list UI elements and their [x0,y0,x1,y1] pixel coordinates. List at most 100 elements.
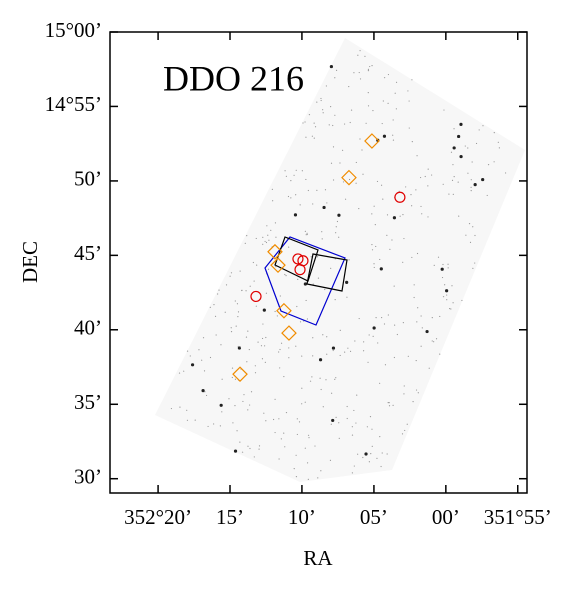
star [306,233,308,236]
star [371,249,374,251]
star [442,296,445,298]
star [275,236,277,238]
star [272,200,274,202]
star [367,92,369,94]
star [295,476,298,478]
star [304,401,306,403]
star [402,261,404,263]
star [295,194,297,196]
star [236,430,238,432]
star [435,338,438,340]
star [322,112,324,114]
star [415,189,417,191]
star [274,431,276,434]
star [245,290,247,292]
star [428,367,430,369]
star [262,236,264,238]
y-tick-label: 40’ [74,316,102,340]
star [415,389,418,391]
star [186,409,188,411]
star [372,109,374,112]
star [388,401,390,404]
star [304,121,306,123]
star [469,241,472,243]
star [221,378,223,380]
star [381,316,383,319]
star [331,392,333,394]
star [417,307,419,309]
star [475,142,478,145]
star [209,306,211,308]
star [201,359,203,361]
star [359,78,362,80]
star [411,205,413,207]
y-tick-label: 30’ [74,465,102,489]
star [230,272,233,274]
star [309,380,312,382]
star [261,337,264,340]
star [396,333,398,336]
star [304,230,306,232]
star [459,154,463,159]
star [328,124,330,126]
star [242,400,244,403]
star [467,172,469,174]
star [320,388,322,391]
star [275,265,277,268]
star [244,242,246,244]
star [371,428,373,430]
star [474,234,476,237]
star [318,358,323,362]
star [329,459,332,461]
star [183,370,185,372]
star [202,337,205,339]
star [306,462,309,464]
star [305,178,307,181]
star [321,231,323,233]
star [343,123,346,125]
star [255,237,257,240]
star [299,204,301,206]
star [334,114,336,116]
star [372,326,376,330]
star [295,345,297,347]
star [260,345,263,347]
y-tick-label: 50’ [74,167,102,191]
diamond-marker [281,325,297,341]
star [231,376,233,379]
star [346,296,348,298]
star [487,164,490,166]
star [314,126,317,128]
star [213,423,215,425]
footprint [274,236,319,282]
star [381,452,383,454]
star [459,122,463,126]
star [279,348,281,351]
star [375,316,377,319]
star [453,128,455,130]
star [339,329,341,331]
star [305,234,307,236]
star [393,356,396,359]
star [284,273,286,276]
plot-frame [109,31,528,494]
star [482,125,484,127]
star [457,181,459,183]
star [290,197,292,199]
star [201,389,205,393]
star [322,205,326,210]
star [250,391,253,393]
star [190,363,195,367]
star [296,418,298,420]
star [376,180,379,183]
star [367,105,370,107]
star [276,315,278,317]
star [317,477,319,479]
star [408,127,410,129]
diamond-marker [276,302,292,319]
star [403,385,405,387]
star [393,285,395,287]
star [412,401,414,403]
star [353,465,355,467]
star [270,229,272,231]
